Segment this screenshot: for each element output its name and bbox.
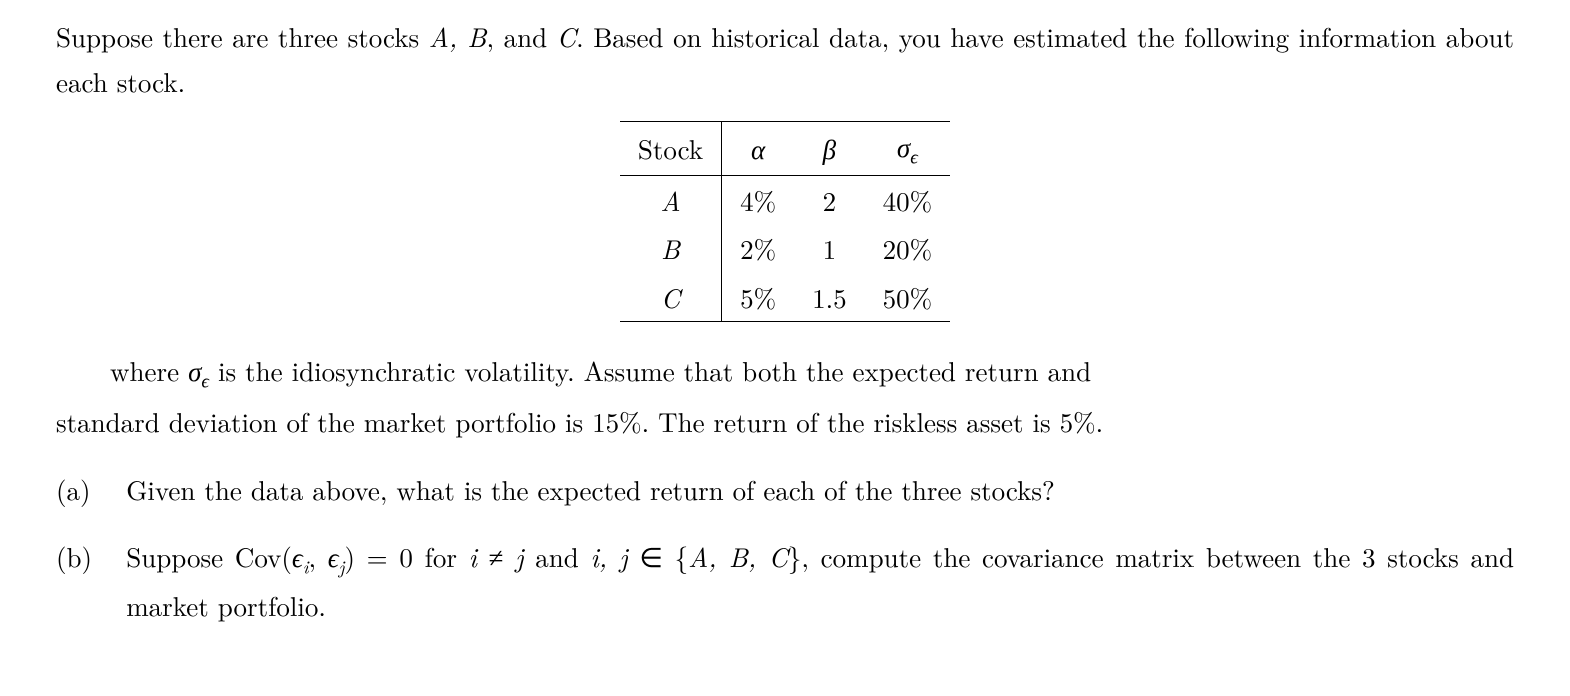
cell-alpha: 2% bbox=[722, 224, 795, 273]
where-line-2: standard deviation of the market portfol… bbox=[56, 399, 1514, 444]
question-b-text: Suppose Cov(ϵi, ϵj) = 0 for i ≠ j and i,… bbox=[126, 534, 1514, 627]
qb-e2: ϵ bbox=[328, 537, 339, 575]
cell-sigma: 50% bbox=[865, 273, 951, 322]
intro-paragraph: Suppose there are three stocks A, B, and… bbox=[56, 14, 1514, 103]
col-sigma: σϵ bbox=[865, 122, 951, 176]
col-alpha: α bbox=[722, 122, 795, 176]
cell-sigma: 40% bbox=[865, 175, 951, 224]
question-list: (a) Given the data above, what is the ex… bbox=[56, 467, 1514, 627]
question-b: (b) Suppose Cov(ϵi, ϵj) = 0 for i ≠ j an… bbox=[56, 534, 1514, 627]
col-sigma-sym: σ bbox=[897, 127, 910, 165]
cell-beta: 1.5 bbox=[794, 273, 865, 322]
cell-sigma: 20% bbox=[865, 224, 951, 273]
col-beta: β bbox=[794, 122, 865, 176]
table-row: B 2% 1 20% bbox=[620, 224, 950, 273]
table-header-row: Stock α β σϵ bbox=[620, 122, 950, 176]
qb-j: j bbox=[515, 537, 523, 575]
sigma-eps: σϵ bbox=[188, 351, 209, 389]
cell-stock: A bbox=[620, 175, 722, 224]
intro-text-1: Suppose there are three stocks bbox=[56, 17, 429, 55]
intro-mid: , and bbox=[486, 17, 556, 55]
qb-i: i bbox=[469, 537, 477, 575]
question-a-label: (a) bbox=[56, 467, 126, 512]
stock-ab: A, B bbox=[429, 17, 487, 55]
problem-page: Suppose there are three stocks A, B, and… bbox=[0, 0, 1570, 696]
table-row: C 5% 1.5 50% bbox=[620, 273, 950, 322]
qb-t2: ) = 0 for bbox=[344, 537, 468, 575]
cell-stock: C bbox=[620, 273, 722, 322]
where-post1: is the idiosynchratic volatility. Assume… bbox=[209, 351, 1091, 389]
stock-c: C bbox=[557, 17, 576, 55]
cell-alpha: 5% bbox=[722, 273, 795, 322]
where-line-1: where σϵ is the idiosynchratic volatilit… bbox=[56, 348, 1514, 397]
qb-ij: i, j bbox=[590, 537, 627, 575]
stock-table: Stock α β σϵ A 4% 2 40% B 2% 1 20% C 5% … bbox=[620, 121, 950, 322]
qb-neq: ≠ bbox=[477, 537, 515, 575]
col-sigma-sub: ϵ bbox=[910, 143, 918, 169]
cell-stock: B bbox=[620, 224, 722, 273]
where-pre: where bbox=[110, 351, 188, 389]
cell-beta: 2 bbox=[794, 175, 865, 224]
qb-t3: and bbox=[524, 537, 591, 575]
qb-e1: ϵ bbox=[292, 537, 303, 575]
cell-alpha: 4% bbox=[722, 175, 795, 224]
table-row: A 4% 2 40% bbox=[620, 175, 950, 224]
question-b-label: (b) bbox=[56, 534, 126, 627]
qb-in: ∈ { bbox=[628, 537, 688, 575]
question-a: (a) Given the data above, what is the ex… bbox=[56, 467, 1514, 512]
table-container: Stock α β σϵ A 4% 2 40% B 2% 1 20% C 5% … bbox=[56, 121, 1514, 322]
sigma-sub: ϵ bbox=[201, 368, 209, 394]
sigma-sym: σ bbox=[188, 351, 201, 389]
qb-t1: Suppose Cov( bbox=[126, 537, 292, 575]
cell-beta: 1 bbox=[794, 224, 865, 273]
qb-comma: , bbox=[309, 537, 328, 575]
qb-set: A, B, C bbox=[688, 537, 788, 575]
col-stock: Stock bbox=[620, 122, 722, 176]
question-a-text: Given the data above, what is the expect… bbox=[126, 467, 1514, 512]
